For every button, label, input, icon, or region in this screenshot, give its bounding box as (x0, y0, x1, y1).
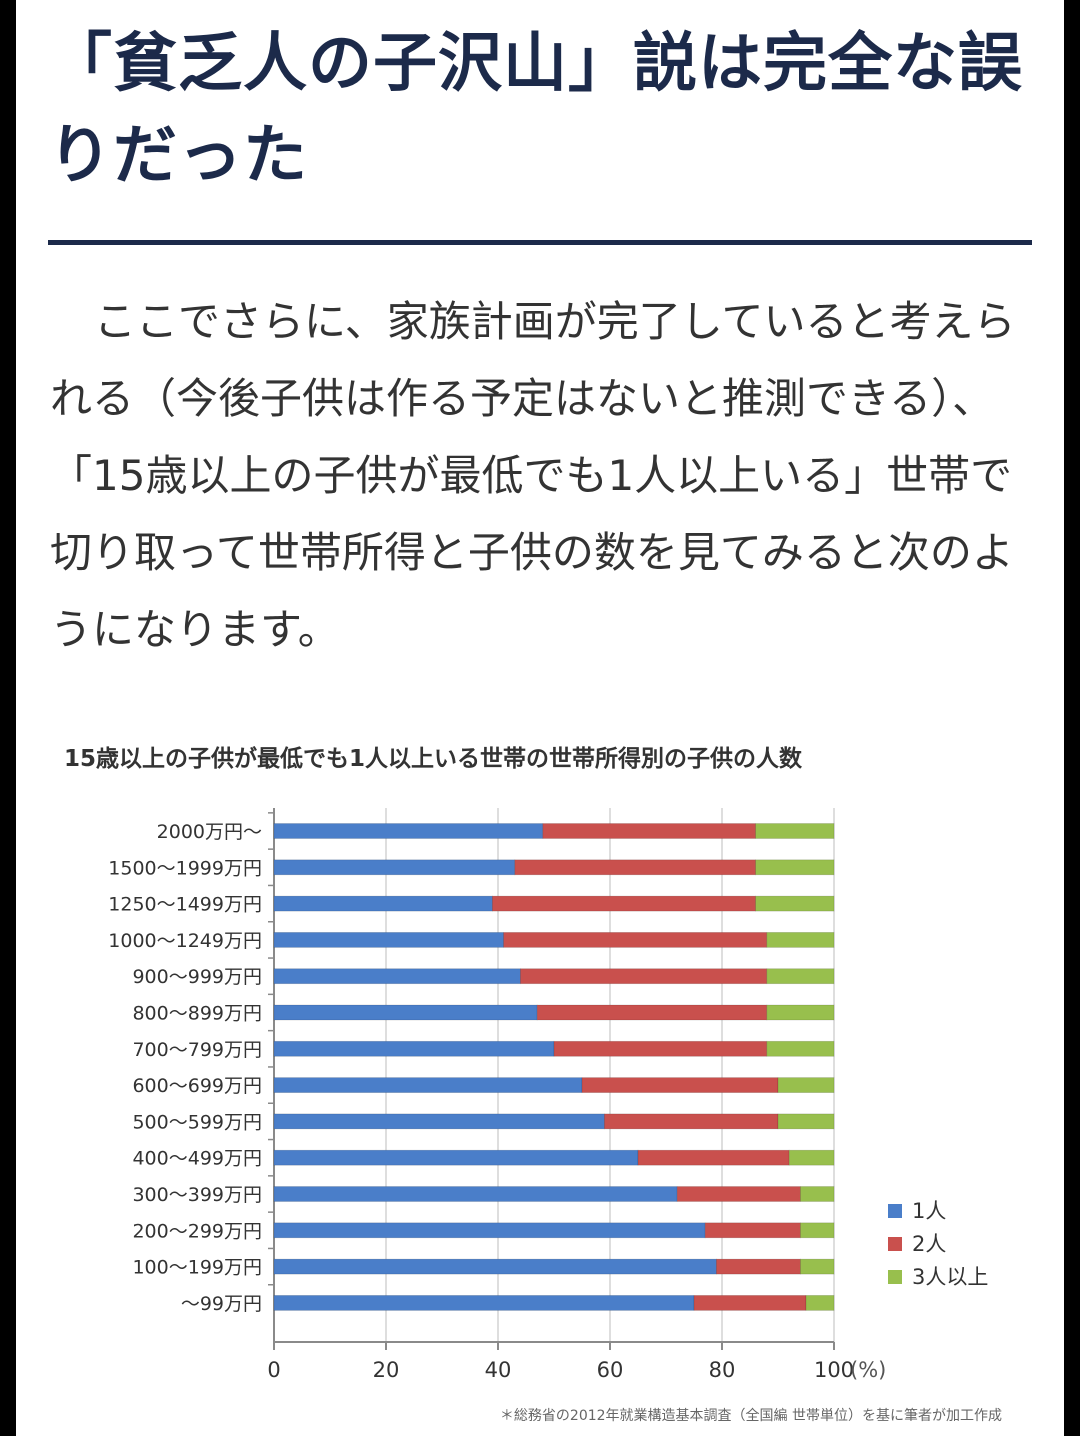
bar-segment (637, 1149, 790, 1166)
legend-label: 2人 (912, 1232, 946, 1256)
bar-segment (273, 968, 521, 985)
bar-segment (800, 1258, 835, 1275)
category-label: 700〜799万円 (132, 1039, 262, 1061)
bar-segment (273, 823, 544, 839)
bar-segment (273, 1295, 695, 1311)
x-tick-label: 20 (373, 1358, 400, 1382)
bar-segment (788, 1149, 835, 1166)
category-label: 900〜999万円 (132, 966, 262, 988)
x-tick-label: 80 (709, 1358, 736, 1382)
bar-segment (676, 1186, 801, 1202)
bar-segment (273, 859, 516, 876)
stacked-bar-chart: 15歳以上の子供が最低でも1人以上いる世帯の世帯所得別の子供の人数 2000万円… (64, 745, 1002, 1424)
bar-segment (604, 1113, 779, 1130)
bar-segment (766, 1004, 835, 1021)
x-tick-label: 40 (485, 1358, 512, 1382)
legend-swatch (888, 1270, 902, 1284)
bar-segment (766, 1040, 835, 1057)
bar-segment (273, 895, 493, 912)
bar-segment (273, 1186, 678, 1202)
chart-bars (273, 823, 835, 1311)
bar-segment (800, 1222, 835, 1239)
category-label: 800〜899万円 (132, 1003, 262, 1025)
bar-segment (805, 1295, 835, 1311)
bar-segment (542, 823, 756, 839)
article-headline: 「貧乏人の子沢山」説は完全な誤りだった (48, 27, 1023, 193)
chart-figure: 15歳以上の子供が最低でも1人以上いる世帯の世帯所得別の子供の人数 2000万円… (16, 720, 1064, 1436)
legend-label: 3人以上 (912, 1265, 988, 1289)
bar-segment (704, 1222, 801, 1239)
bar-segment (755, 823, 835, 839)
category-label: 1500〜1999万円 (108, 857, 262, 879)
category-labels: 2000万円〜 1500〜1999万円 1250〜1499万円 1000〜1249万円… (108, 821, 262, 1315)
chart-legend: 1人 2人 3人以上 (888, 1199, 988, 1289)
category-label: 100〜199万円 (132, 1257, 262, 1279)
category-label: 600〜699万円 (132, 1075, 262, 1097)
bar-segment (766, 968, 835, 985)
x-tick-label: 0 (267, 1358, 280, 1382)
category-label: 〜99万円 (181, 1293, 262, 1315)
article-page: 「貧乏人の子沢山」説は完全な誤りだった ここでさらに、家族計画が完了していると考… (16, 0, 1064, 1436)
bar-segment (581, 1077, 779, 1094)
legend-label: 1人 (912, 1199, 946, 1223)
category-label: 1000〜1249万円 (108, 930, 262, 952)
bar-segment (777, 1113, 835, 1130)
bar-segment (553, 1040, 768, 1057)
bar-segment (273, 1258, 717, 1275)
bar-segment (503, 931, 768, 948)
bar-segment (693, 1295, 807, 1311)
bar-segment (273, 1149, 639, 1166)
x-tick-label: 100 (814, 1358, 854, 1382)
bar-segment (273, 1113, 605, 1130)
bar-segment (273, 931, 505, 948)
category-label: 300〜399万円 (132, 1184, 262, 1206)
bar-segment (777, 1077, 835, 1094)
chart-title: 15歳以上の子供が最低でも1人以上いる世帯の世帯所得別の子供の人数 (64, 745, 803, 772)
x-unit-label: (%) (850, 1358, 886, 1382)
category-label: 500〜599万円 (132, 1111, 262, 1133)
legend-swatch (888, 1204, 902, 1218)
category-label: 400〜499万円 (132, 1148, 262, 1170)
bar-segment (755, 895, 835, 912)
bar-segment (766, 931, 835, 948)
bar-segment (716, 1258, 801, 1275)
bar-segment (273, 1077, 583, 1094)
legend-swatch (888, 1237, 902, 1251)
bar-segment (491, 895, 757, 912)
bar-segment (273, 1004, 538, 1021)
bar-segment (273, 1222, 706, 1239)
x-tick-labels: 0 20 40 60 80 100 (267, 1358, 854, 1382)
bar-segment (800, 1186, 835, 1202)
bar-segment (273, 1040, 555, 1057)
source-note: ＊総務省の2012年就業構造基本調査（全国編 世帯単位）を基に筆者が加工作成 (500, 1407, 1002, 1424)
bar-segment (519, 968, 768, 985)
headline-divider (48, 240, 1032, 245)
category-label: 2000万円〜 (157, 821, 262, 843)
x-tick-label: 60 (597, 1358, 624, 1382)
bar-segment (755, 859, 835, 876)
bar-segment (536, 1004, 768, 1021)
category-label: 200〜299万円 (132, 1220, 262, 1242)
article-paragraph: ここでさらに、家族計画が完了していると考えられる（今後子供は作る予定はないと推測… (50, 297, 1016, 654)
category-label: 1250〜1499万円 (108, 894, 262, 916)
bar-segment (514, 859, 756, 876)
